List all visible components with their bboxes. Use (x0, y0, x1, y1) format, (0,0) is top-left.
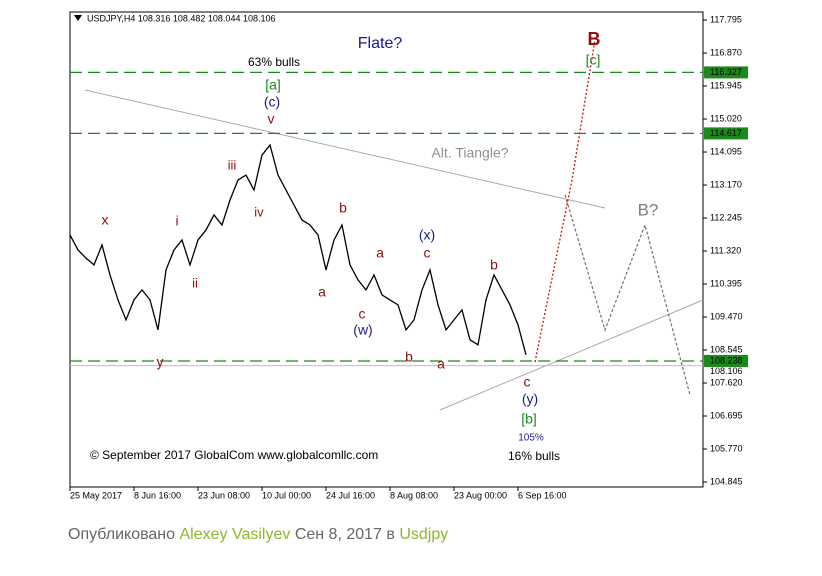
price-label-box (704, 366, 748, 378)
author-link[interactable]: Alexey Vasilyev (179, 526, 291, 543)
trend-line (84, 89, 606, 209)
wave-annotation: a (376, 245, 384, 261)
y-tick-label: 113.170 (710, 179, 742, 189)
menu-arrow (74, 15, 82, 21)
wave-annotation: v (268, 111, 275, 127)
y-tick-label: 106.695 (710, 410, 743, 420)
wave-annotation: 105% (518, 433, 544, 444)
wave-annotation: iv (254, 204, 264, 219)
wave-annotation: y (157, 354, 164, 370)
x-tick-label: 6 Sep 16:00 (518, 490, 567, 500)
wave-annotation: a (437, 356, 445, 372)
wave-annotation: ii (192, 275, 198, 290)
wave-annotation: (y) (522, 391, 538, 407)
y-tick-label: 117.795 (710, 14, 742, 24)
y-tick-label: 115.020 (710, 113, 742, 123)
x-tick-label: 8 Aug 08:00 (390, 490, 438, 500)
wave-annotation: a (318, 284, 326, 300)
y-tick-label: 107.620 (710, 377, 743, 387)
x-tick-label: 23 Jun 08:00 (198, 490, 250, 500)
wave-annotation: iii (228, 157, 237, 172)
wave-annotation: Flate? (358, 35, 403, 52)
x-tick-label: 25 May 2017 (70, 490, 122, 500)
y-tick-label: 105.770 (710, 443, 743, 453)
y-tick-label: 110.395 (710, 278, 742, 288)
tag-link[interactable]: Usdjpy (399, 526, 449, 543)
wave-annotation: c (524, 374, 531, 390)
footer: Опубликовано Alexey Vasilyev Сен 8, 2017… (68, 526, 448, 544)
layer: 117.795 116.870 115.945 115.020 114.095 113.1… (69, 14, 748, 500)
wave-annotation: b (339, 200, 347, 216)
wave-annotation: [c] (586, 52, 601, 68)
y-tick-label: 104.845 (710, 476, 743, 486)
trend-line (439, 299, 704, 411)
price-line-series (69, 143, 527, 355)
y-tick-label: 114.095 (710, 146, 742, 156)
wave-annotation: 16% bulls (508, 449, 560, 463)
price-label: 108.106 (710, 366, 743, 376)
level-label-box (704, 127, 748, 140)
y-tick-label: 115.945 (710, 80, 742, 90)
y-tick-label: 108.545 (710, 344, 743, 354)
footer-date: Сен 8, 2017 (294, 526, 382, 543)
wave-annotation: b (405, 349, 413, 365)
forecast-path (534, 39, 596, 363)
x-tick-label: 24 Jul 16:00 (326, 490, 375, 500)
level-label: 108.238 (710, 355, 743, 365)
wave-annotation: 63% bulls (248, 55, 300, 69)
footer-in: в (386, 526, 395, 543)
wave-annotation: (c) (264, 94, 280, 110)
wave-annotation: i (175, 213, 178, 229)
x-tick-label: 23 Aug 00:00 (454, 490, 507, 500)
wave-annotation: B (588, 29, 601, 49)
wave-annotation: (x) (419, 227, 435, 243)
wave-annotation: [b] (521, 411, 537, 427)
wave-annotation: x (102, 212, 109, 228)
y-tick-label: 112.245 (710, 212, 742, 222)
x-tick-label: 10 Jul 00:00 (262, 490, 311, 500)
y-tick-label: 109.470 (710, 311, 743, 321)
level-label-box (704, 66, 748, 79)
wave-annotation: [a] (265, 77, 281, 93)
wave-annotation: b (490, 257, 498, 273)
alt-forecast-path (564, 194, 691, 396)
wave-annotation: Alt. Tiangle? (431, 145, 508, 161)
footer-prefix: Опубликовано (68, 526, 176, 543)
wave-annotation: © September 2017 GlobalCom www.globalcom… (90, 448, 378, 462)
wave-annotation: c (359, 306, 366, 322)
wave-annotation: c (424, 245, 431, 261)
y-tick-label: 116.870 (710, 47, 742, 57)
wave-annotation: B? (638, 200, 659, 219)
chart-title: USDJPY,H4 108.316 108.482 108.044 108.10… (87, 13, 276, 23)
level-label-box (704, 354, 748, 367)
y-tick-label: 111.320 (710, 245, 741, 255)
x-tick-label: 8 Jun 16:00 (134, 490, 181, 500)
plot-frame (69, 11, 704, 488)
level-label: 116.327 (710, 67, 742, 77)
wave-annotation: (w) (353, 322, 372, 338)
chart: USDJPY,H4 108.316 108.482 108.044 108.10… (69, 11, 748, 500)
level-label: 114.617 (710, 128, 742, 138)
